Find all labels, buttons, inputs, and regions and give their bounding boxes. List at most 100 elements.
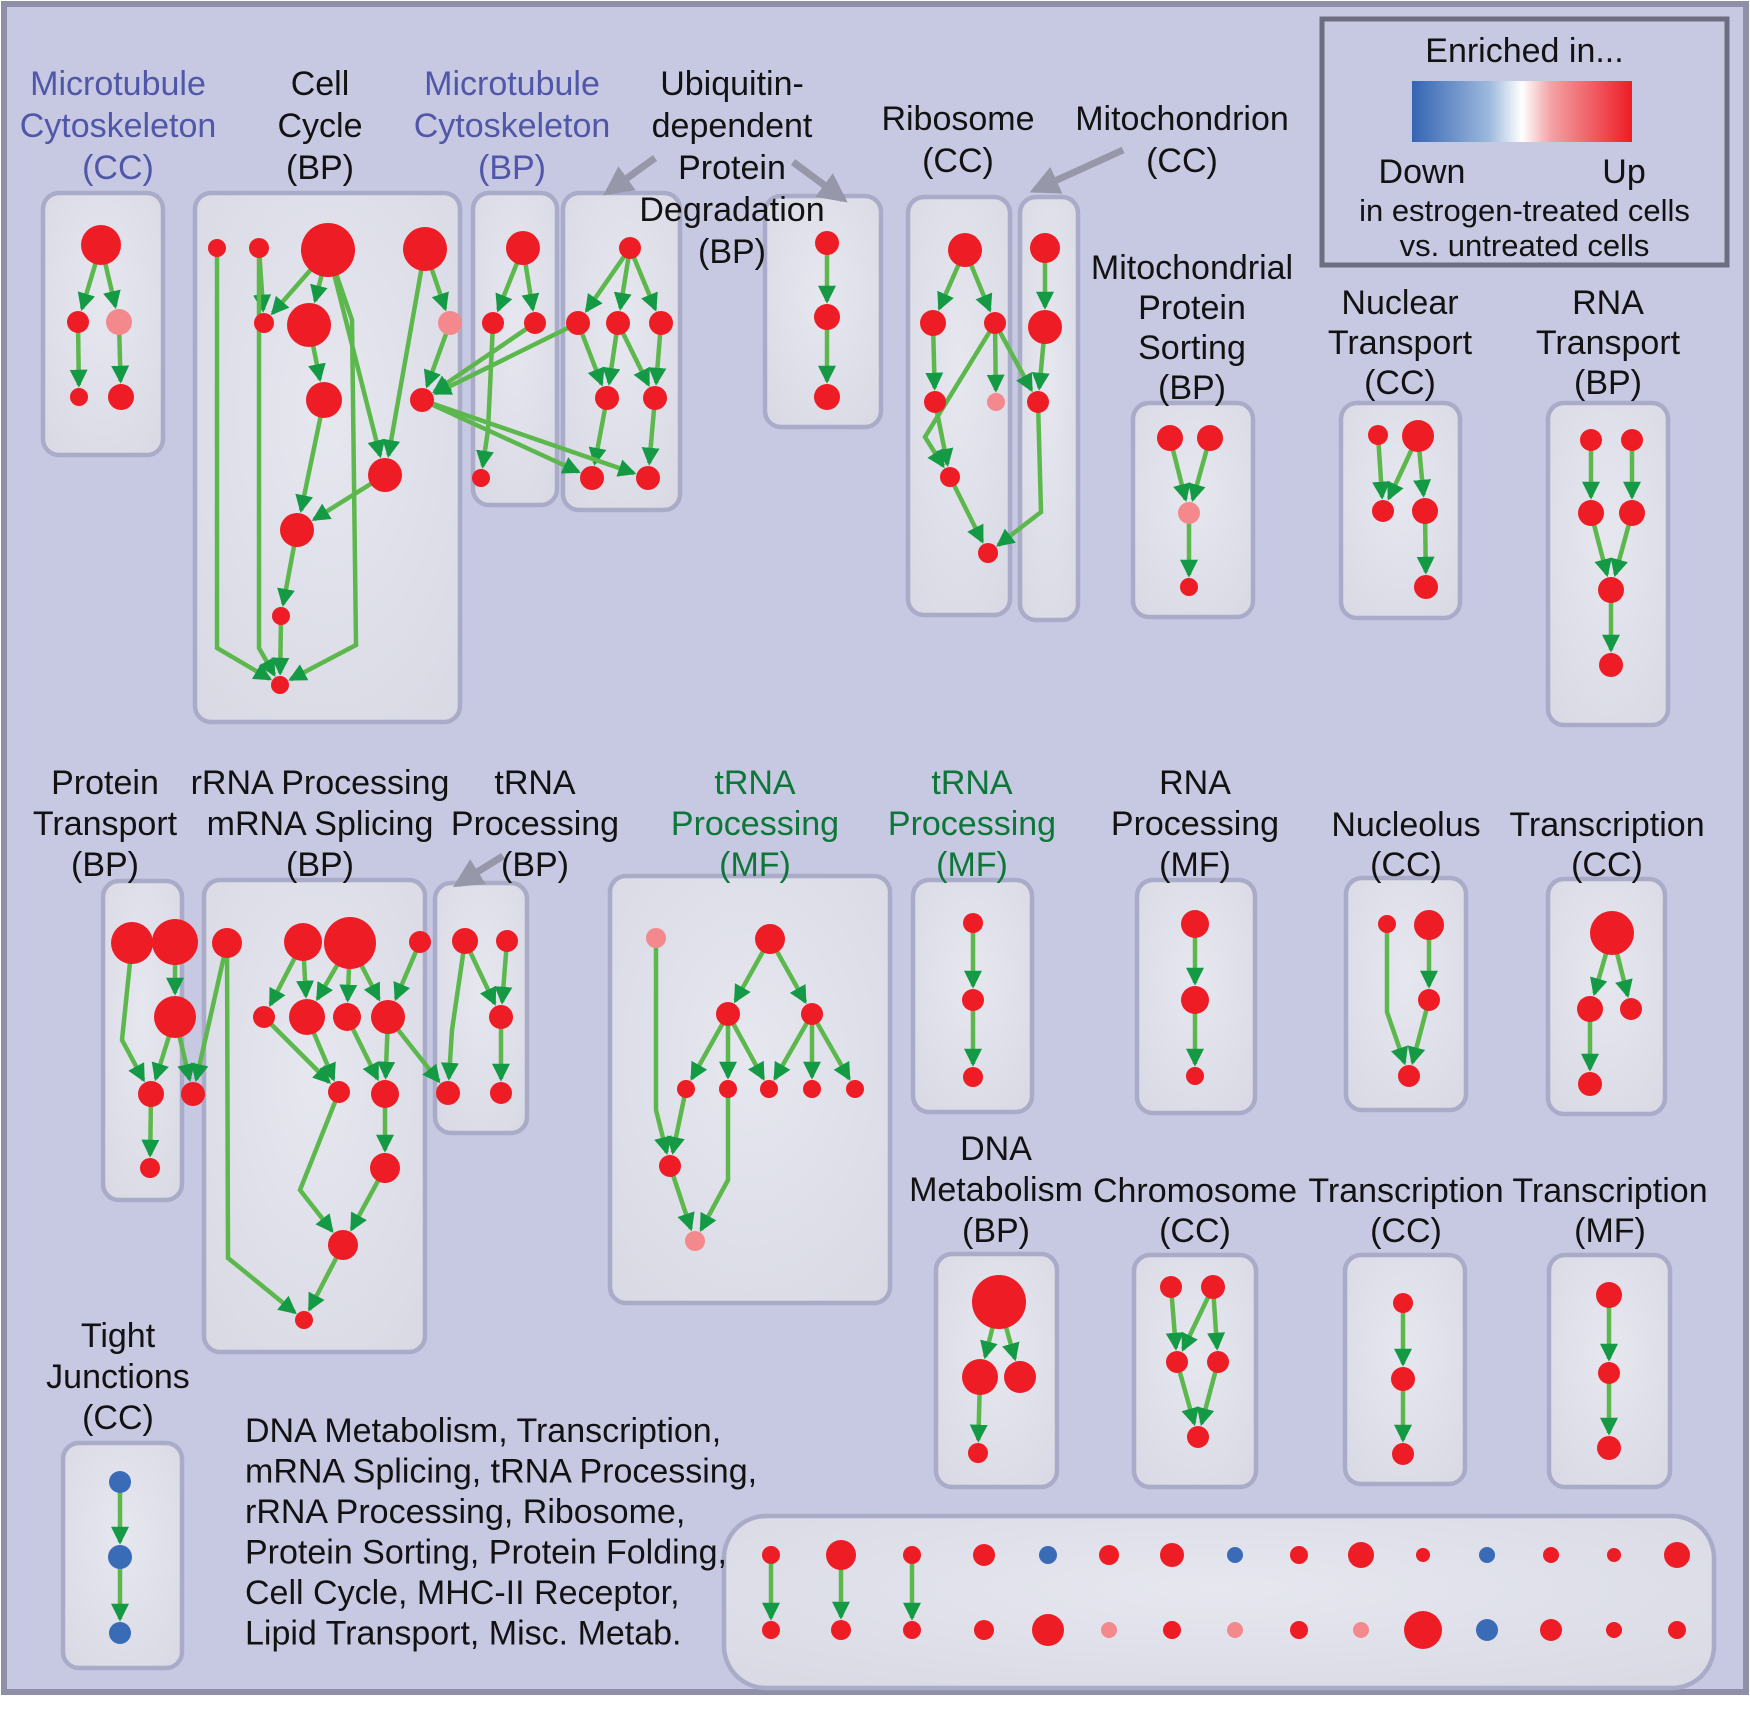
bottom-panel-node-top-15 xyxy=(1664,1542,1690,1568)
go-term-node-mc-mc5 xyxy=(108,384,134,410)
go-term-node-tc-x3 xyxy=(1620,998,1642,1020)
go-term-node-rt-v4 xyxy=(1619,500,1645,526)
go-term-node-dm-d4 xyxy=(968,1443,988,1463)
cluster-label-tb: (BP) xyxy=(501,846,569,884)
go-term-node-cc-n7 xyxy=(438,311,462,335)
go-term-node-mt-m1 xyxy=(1030,233,1060,263)
edge-cc-n2-n13 xyxy=(256,248,277,677)
go-term-node-nt-t1 xyxy=(1368,425,1388,445)
cluster-label-mt: (CC) xyxy=(1146,142,1218,180)
go-term-node-cc-n12 xyxy=(272,607,290,625)
label-pointer-arrow-3 xyxy=(1029,146,1125,194)
cluster-box-ch xyxy=(1131,1252,1259,1490)
go-term-node-dm-d1 xyxy=(972,1275,1026,1329)
edge-rb-r3-r5 xyxy=(986,322,1005,393)
go-term-node-cc-n1 xyxy=(208,239,226,257)
go-term-node-t4-z3 xyxy=(1597,1436,1621,1460)
go-term-node-mb-mb3 xyxy=(524,312,546,334)
cluster-label-rr: (BP) xyxy=(286,846,354,884)
bottom-panel-node-top-3 xyxy=(903,1546,921,1564)
cluster-label-cc: (BP) xyxy=(286,149,354,187)
layer-nodes xyxy=(67,223,1690,1649)
go-term-node-rm-w3 xyxy=(1186,1067,1204,1085)
bottom-panel-node-top-9 xyxy=(1290,1546,1308,1564)
cross-edge-rb.r3-mt.m3 xyxy=(993,321,1034,393)
edge-tm-g3-g5 xyxy=(689,1012,730,1081)
cluster-label-nt: Nuclear xyxy=(1341,284,1458,322)
go-term-node-nt-t4 xyxy=(1412,498,1438,524)
legend-up-label: Up xyxy=(1602,153,1645,191)
edge-cc-n3-n13 xyxy=(288,249,359,682)
bottom-panel-node-top-7 xyxy=(1160,1543,1184,1567)
label-pointer-arrow-2 xyxy=(790,159,848,203)
bottom-panel-node-top-1 xyxy=(762,1546,780,1564)
cluster-label-rm: Processing xyxy=(1111,805,1279,843)
go-term-node-rr-c4 xyxy=(409,931,431,953)
edge-tm-g1-g10 xyxy=(653,938,672,1156)
bottom-panel-node-bottom-13 xyxy=(1540,1619,1562,1641)
cluster-label-u: Degradation xyxy=(639,191,824,229)
cluster-label-rt: (BP) xyxy=(1574,364,1642,402)
cluster-label-nc: Nucleolus xyxy=(1331,806,1480,844)
go-term-node-nc-o1 xyxy=(1378,915,1396,933)
go-term-node-pt-p5 xyxy=(181,1082,205,1106)
go-term-node-pt-p2 xyxy=(152,919,198,965)
edge-pt-p1-p4 xyxy=(119,942,146,1083)
go-term-node-tb-tb3 xyxy=(489,1005,513,1029)
go-term-node-u-u1 xyxy=(619,237,641,259)
cluster-label-tq: Processing xyxy=(888,805,1056,843)
cluster-label-rb: Ribosome xyxy=(881,100,1034,138)
bottom-panel-node-top-2 xyxy=(826,1540,856,1570)
go-term-node-mc-mc4 xyxy=(70,388,88,406)
go-term-node-nt-t3 xyxy=(1372,500,1394,522)
footnote-line-3: rRNA Processing, Ribosome, xyxy=(245,1493,685,1531)
legend-subtitle-line2: vs. untreated cells xyxy=(1400,228,1650,263)
go-term-node-tc-x2 xyxy=(1577,996,1603,1022)
cluster-label-pt: Transport xyxy=(33,805,178,843)
go-term-node-rr-c1 xyxy=(212,928,242,958)
cluster-label-rb: (CC) xyxy=(922,142,994,180)
cluster-box-rt xyxy=(1545,400,1671,728)
cluster-label-mb: Microtubule xyxy=(424,65,600,103)
go-term-node-tq-q2 xyxy=(962,989,984,1011)
cluster-label-rr: rRNA Processing xyxy=(191,764,450,802)
legend-title: Enriched in... xyxy=(1425,32,1623,70)
go-term-node-mt-m2 xyxy=(1028,310,1062,344)
go-term-node-t3-y2 xyxy=(1391,1367,1415,1391)
layer-boxes xyxy=(40,190,1717,1691)
cluster-box-u xyxy=(560,190,683,513)
edge-cc-n12-n13 xyxy=(271,615,290,676)
edge-u-u1-u4 xyxy=(627,247,658,312)
edge-tm-g6-g11 xyxy=(699,1089,731,1232)
cluster-label-rm: RNA xyxy=(1159,764,1231,802)
go-term-node-pt-p4 xyxy=(138,1081,164,1107)
edge-rb-r3-r6 xyxy=(922,321,997,469)
cluster-label-ps: Protein xyxy=(1138,289,1246,327)
go-term-node-cc-n9 xyxy=(410,388,434,412)
cluster-label-ps: Mitochondrial xyxy=(1091,249,1293,287)
go-term-node-rb-r2 xyxy=(920,310,946,336)
go-term-node-ub-ub3 xyxy=(814,384,840,410)
go-term-node-rb-r4 xyxy=(924,391,946,413)
edge-rr-c1-c13 xyxy=(224,942,297,1315)
go-term-node-u-u8 xyxy=(636,466,660,490)
go-term-node-tm-g8 xyxy=(803,1080,821,1098)
go-term-node-tj-j3 xyxy=(109,1622,131,1644)
cluster-label-tb: Processing xyxy=(451,805,619,843)
go-term-node-mb-mb2 xyxy=(482,312,504,334)
go-term-node-tb-tb4 xyxy=(436,1081,460,1105)
bottom-panel-node-bottom-5 xyxy=(1032,1614,1064,1646)
go-term-node-cc-n3 xyxy=(301,223,355,277)
go-term-node-tj-j2 xyxy=(108,1545,132,1569)
go-term-node-u-u2 xyxy=(566,311,590,335)
go-term-node-rr-c8 xyxy=(371,1000,405,1034)
go-term-node-ps-s3 xyxy=(1178,502,1200,524)
go-term-node-rr-c3 xyxy=(324,917,376,969)
cluster-label-rt: RNA xyxy=(1572,284,1644,322)
label-pointer-arrow-1 xyxy=(603,155,658,196)
cluster-label-u: Protein xyxy=(678,149,786,187)
edge-u-u1-u2 xyxy=(584,246,632,313)
footnote-line-6: Lipid Transport, Misc. Metab. xyxy=(245,1615,682,1653)
go-term-node-rr-c5 xyxy=(253,1006,275,1028)
go-term-node-rr-c2 xyxy=(284,923,322,961)
